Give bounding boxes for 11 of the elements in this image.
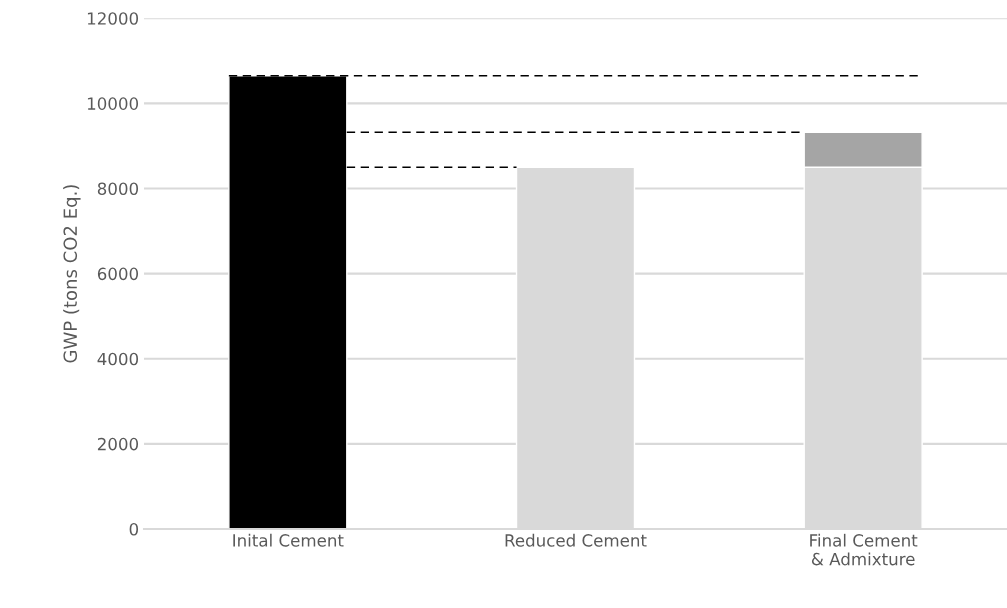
y-tick-label: 4000 [97, 352, 139, 366]
y-tick-label: 10000 [87, 97, 139, 110]
x-tick-label: Reduced Cement [505, 533, 647, 547]
y-tick-label: 12000 [87, 12, 139, 25]
y-tick-label: 2000 [97, 437, 139, 451]
y-axis-title: GWP (tons CO2 Eq.) [63, 185, 81, 363]
y-tick-label: 6000 [97, 267, 139, 281]
y-tick-label: 0 [129, 522, 139, 536]
x-tick-label: Inital Cement [233, 533, 344, 547]
x-tick-label: Final Cement & Admixture [810, 533, 918, 566]
y-tick-label: 8000 [97, 182, 139, 196]
